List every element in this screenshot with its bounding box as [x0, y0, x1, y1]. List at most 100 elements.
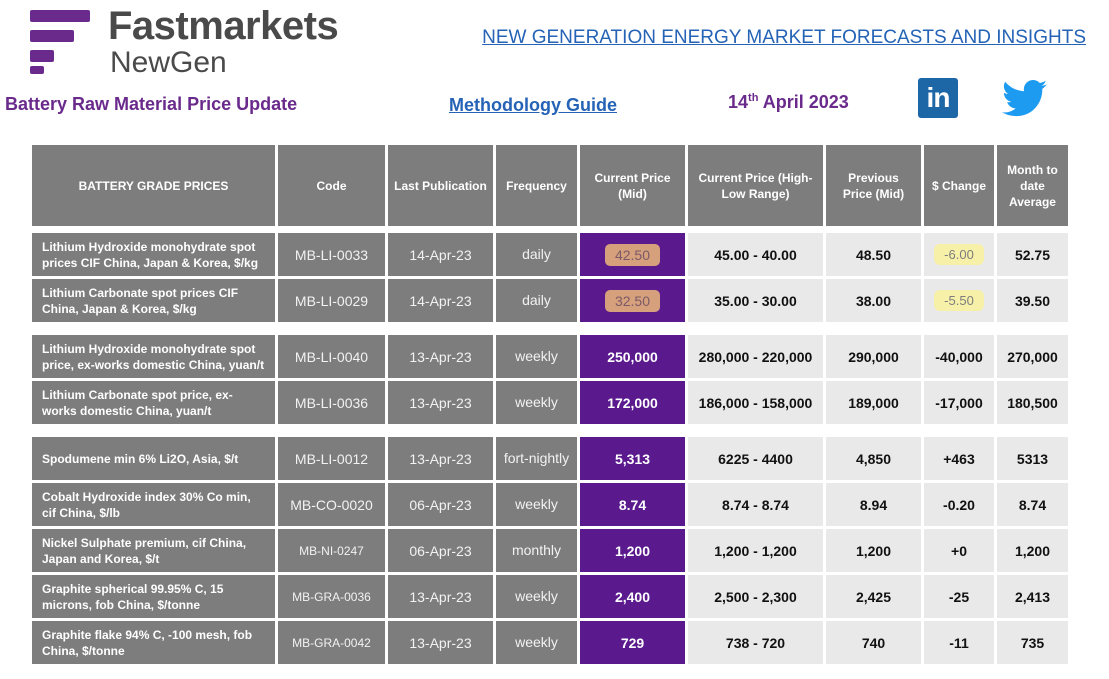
- table-row: Lithium Hydroxide monohydrate spot price…: [32, 233, 1068, 279]
- current-price: 2,400: [580, 575, 688, 621]
- price-change: -11: [924, 621, 997, 667]
- price-range: 186,000 - 158,000: [688, 381, 826, 427]
- previous-price: 740: [826, 621, 924, 667]
- product-code: MB-LI-0036: [278, 381, 388, 427]
- price-change: -25: [924, 575, 997, 621]
- column-header-code: Code: [278, 145, 388, 229]
- last-publication: 13-Apr-23: [388, 575, 496, 621]
- last-publication: 13-Apr-23: [388, 335, 496, 381]
- date-suffix: th: [748, 92, 759, 104]
- current-price: 8.74: [580, 483, 688, 529]
- methodology-guide-link[interactable]: Methodology Guide: [449, 95, 617, 115]
- column-header-current-price: Current Price (Mid): [580, 145, 688, 229]
- product-code: MB-LI-0040: [278, 335, 388, 381]
- mtd-average: 5313: [997, 437, 1068, 483]
- mtd-average: 180,500: [997, 381, 1068, 427]
- mtd-average: 8.74: [997, 483, 1068, 529]
- last-publication: 14-Apr-23: [388, 279, 496, 325]
- report-date: 14th April 2023: [728, 92, 849, 113]
- price-change: +463: [924, 437, 997, 483]
- column-header-last-publication: Last Publication: [388, 145, 496, 229]
- current-price: 1,200: [580, 529, 688, 575]
- product-name: Cobalt Hydroxide index 30% Co min, cif C…: [32, 483, 278, 529]
- price-change: -17,000: [924, 381, 997, 427]
- table-row: Graphite flake 94% C, -100 mesh, fob Chi…: [32, 621, 1068, 667]
- product-name: Lithium Carbonate spot prices CIF China,…: [32, 279, 278, 325]
- product-name: Lithium Carbonate spot price, ex-works d…: [32, 381, 278, 427]
- current-price-highlight: 32.50: [604, 289, 661, 312]
- product-code: MB-LI-0012: [278, 437, 388, 483]
- price-change: -5.50: [924, 279, 997, 325]
- previous-price: 2,425: [826, 575, 924, 621]
- group-spacer: [32, 325, 1068, 335]
- table-row: Lithium Carbonate spot price, ex-works d…: [32, 381, 1068, 427]
- last-publication: 06-Apr-23: [388, 529, 496, 575]
- mtd-average: 735: [997, 621, 1068, 667]
- table-row: Nickel Sulphate premium, cif China, Japa…: [32, 529, 1068, 575]
- product-name: Graphite spherical 99.95% C, 15 microns,…: [32, 575, 278, 621]
- price-range: 1,200 - 1,200: [688, 529, 826, 575]
- frequency: monthly: [496, 529, 580, 575]
- group-spacer: [32, 427, 1068, 437]
- column-header-product: BATTERY GRADE PRICES: [32, 145, 278, 229]
- brand-subname: NewGen: [110, 46, 227, 79]
- last-publication: 13-Apr-23: [388, 621, 496, 667]
- price-change: -40,000: [924, 335, 997, 381]
- frequency: weekly: [496, 381, 580, 427]
- product-code: MB-CO-0020: [278, 483, 388, 529]
- frequency: fort-nightly: [496, 437, 580, 483]
- current-price: 729: [580, 621, 688, 667]
- current-price-highlight: 42.50: [604, 243, 661, 266]
- table-row: Lithium Hydroxide monohydrate spot price…: [32, 335, 1068, 381]
- date-day: 14: [728, 92, 749, 112]
- last-publication: 13-Apr-23: [388, 381, 496, 427]
- price-range: 35.00 - 30.00: [688, 279, 826, 325]
- column-header-frequency: Frequency: [496, 145, 580, 229]
- product-name: Graphite flake 94% C, -100 mesh, fob Chi…: [32, 621, 278, 667]
- previous-price: 290,000: [826, 335, 924, 381]
- product-code: MB-LI-0029: [278, 279, 388, 325]
- mtd-average: 270,000: [997, 335, 1068, 381]
- price-change-highlight: -5.50: [934, 290, 984, 311]
- price-range: 2,500 - 2,300: [688, 575, 826, 621]
- frequency: daily: [496, 279, 580, 325]
- fastmarkets-logo-icon: [30, 10, 94, 74]
- current-price: 5,313: [580, 437, 688, 483]
- linkedin-icon[interactable]: in: [918, 78, 958, 118]
- previous-price: 8.94: [826, 483, 924, 529]
- product-code: MB-GRA-0036: [278, 575, 388, 621]
- current-price: 250,000: [580, 335, 688, 381]
- previous-price: 4,850: [826, 437, 924, 483]
- brand-name: Fastmarkets: [108, 4, 339, 48]
- price-change: -6.00: [924, 233, 997, 279]
- price-change-highlight: -6.00: [934, 244, 984, 265]
- product-code: MB-NI-0247: [278, 529, 388, 575]
- frequency: weekly: [496, 621, 580, 667]
- price-change: +0: [924, 529, 997, 575]
- frequency: weekly: [496, 483, 580, 529]
- table-row: Spodumene min 6% Li2O, Asia, $/t MB-LI-0…: [32, 437, 1068, 483]
- table-row: Graphite spherical 99.95% C, 15 microns,…: [32, 575, 1068, 621]
- product-name: Lithium Hydroxide monohydrate spot price…: [32, 335, 278, 381]
- table-header-row: BATTERY GRADE PRICES Code Last Publicati…: [32, 145, 1068, 229]
- previous-price: 48.50: [826, 233, 924, 279]
- tagline-link[interactable]: NEW GENERATION ENERGY MARKET FORECASTS A…: [482, 27, 1086, 48]
- current-price: 32.50: [580, 279, 688, 325]
- price-range: 6225 - 4400: [688, 437, 826, 483]
- last-publication: 06-Apr-23: [388, 483, 496, 529]
- twitter-icon[interactable]: [1002, 80, 1048, 118]
- column-header-mtd-average: Month to date Average: [997, 145, 1068, 229]
- mtd-average: 2,413: [997, 575, 1068, 621]
- previous-price: 189,000: [826, 381, 924, 427]
- previous-price: 1,200: [826, 529, 924, 575]
- mtd-average: 52.75: [997, 233, 1068, 279]
- product-name: Lithium Hydroxide monohydrate spot price…: [32, 233, 278, 279]
- previous-price: 38.00: [826, 279, 924, 325]
- table-row: Lithium Carbonate spot prices CIF China,…: [32, 279, 1068, 325]
- price-range: 45.00 - 40.00: [688, 233, 826, 279]
- price-range: 8.74 - 8.74: [688, 483, 826, 529]
- frequency: daily: [496, 233, 580, 279]
- last-publication: 14-Apr-23: [388, 233, 496, 279]
- frequency: weekly: [496, 575, 580, 621]
- column-header-price-range: Current Price (High-Low Range): [688, 145, 826, 229]
